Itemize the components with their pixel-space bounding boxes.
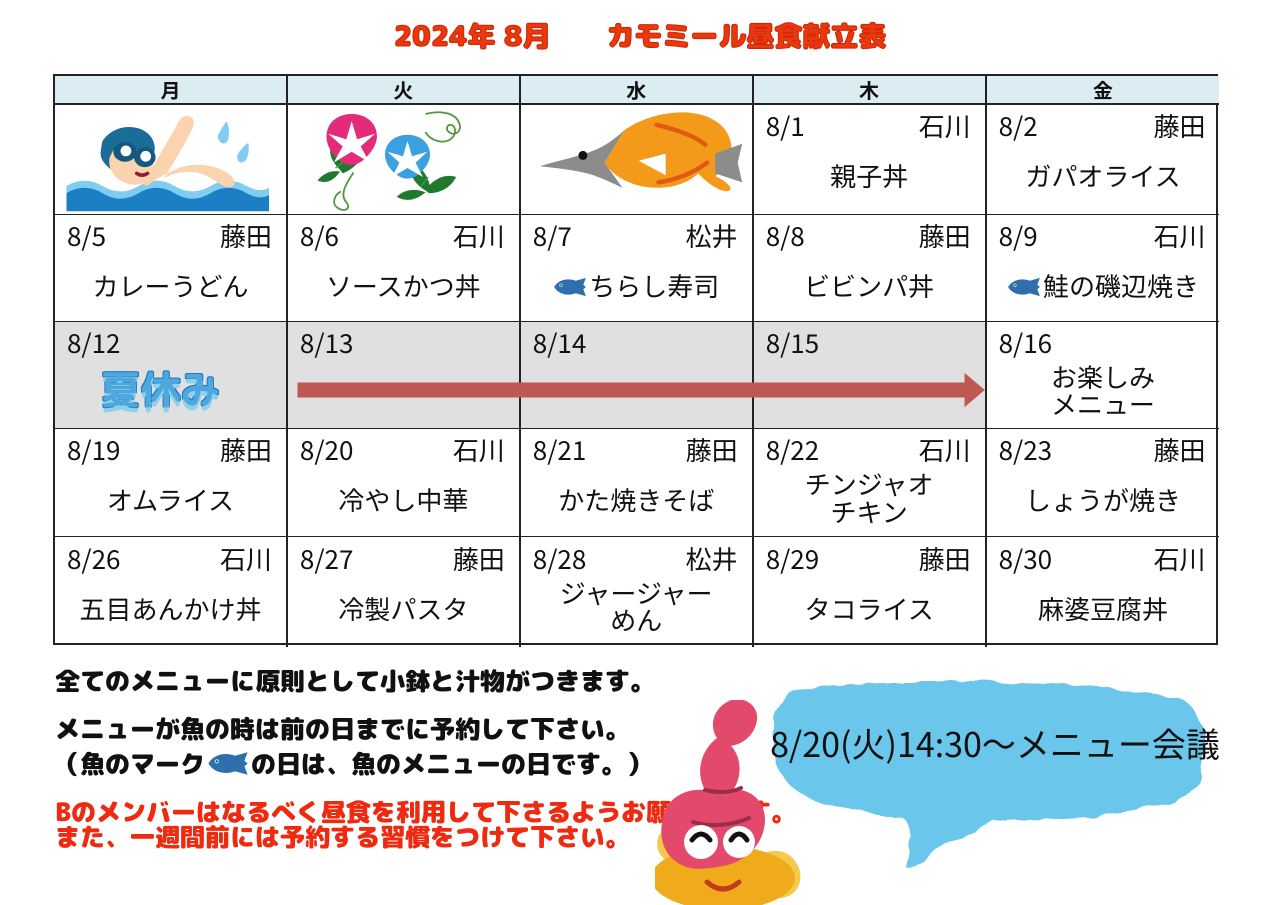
svg-text:8/20(火)14:30～メニュー会議: 8/20(火)14:30～メニュー会議: [770, 718, 1220, 767]
